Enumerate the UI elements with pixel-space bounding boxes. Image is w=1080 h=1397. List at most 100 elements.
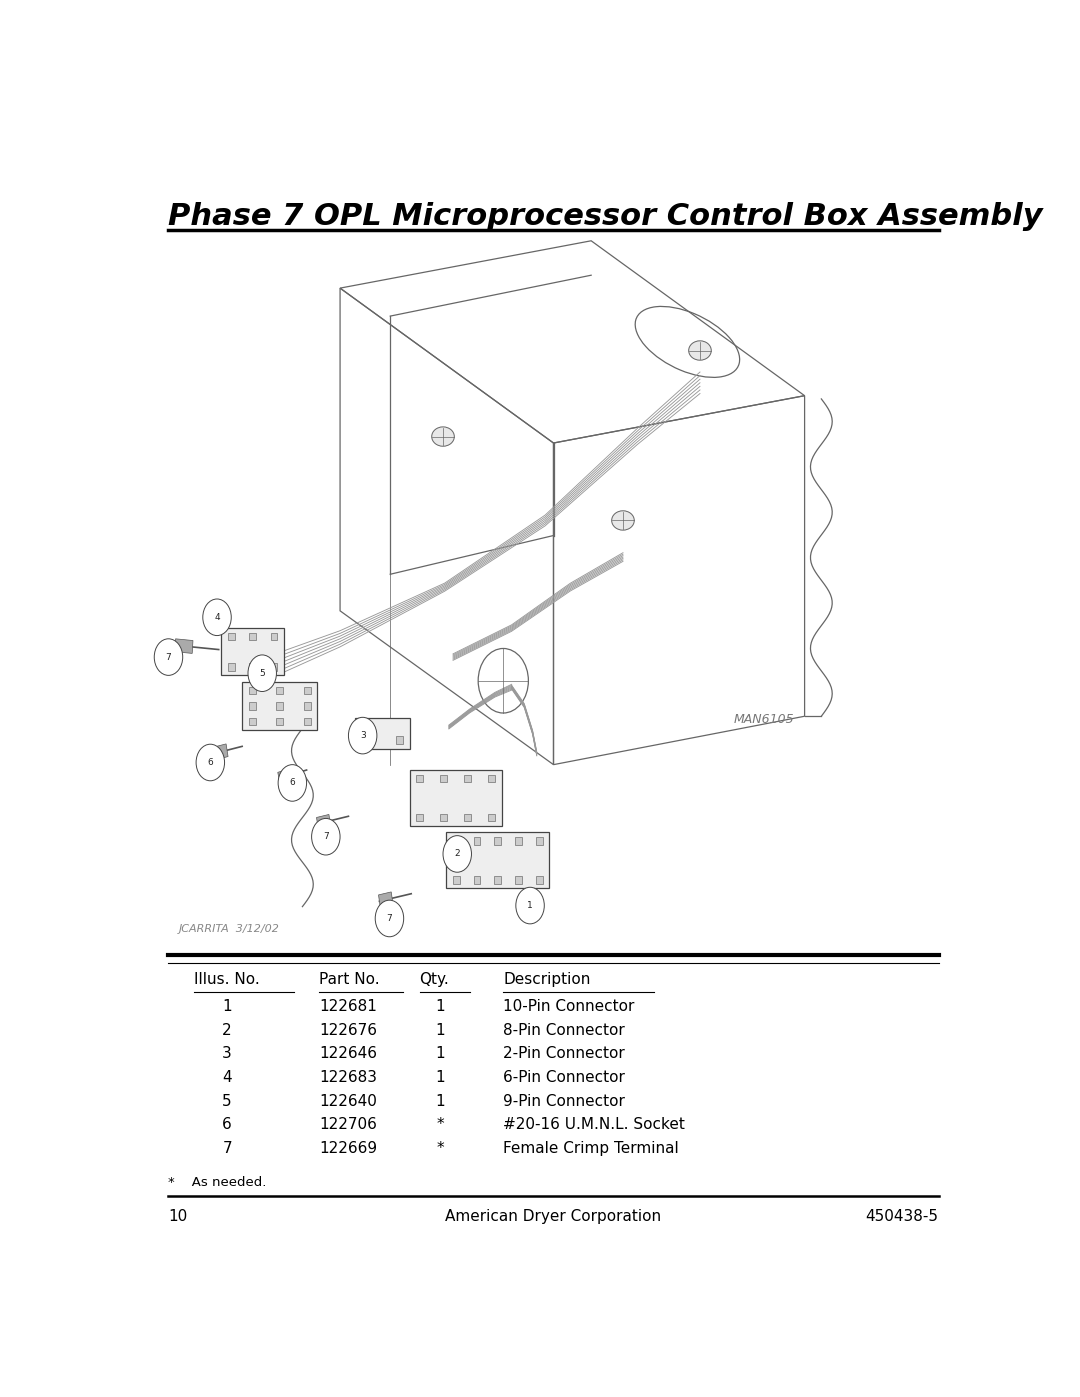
Polygon shape (441, 775, 447, 782)
Ellipse shape (611, 511, 634, 529)
Polygon shape (495, 837, 501, 845)
Polygon shape (316, 814, 330, 830)
Polygon shape (278, 768, 292, 785)
Polygon shape (416, 813, 423, 821)
Polygon shape (276, 703, 283, 710)
Polygon shape (474, 837, 481, 845)
Text: *: * (436, 1118, 444, 1133)
Text: 122706: 122706 (320, 1118, 377, 1133)
Polygon shape (271, 633, 278, 640)
Polygon shape (378, 891, 393, 908)
Polygon shape (454, 837, 460, 845)
Polygon shape (536, 837, 542, 845)
Text: 6: 6 (207, 759, 213, 767)
Text: 1: 1 (527, 901, 532, 909)
Circle shape (248, 655, 276, 692)
Text: 2: 2 (222, 1023, 232, 1038)
Text: 8-Pin Connector: 8-Pin Connector (503, 1023, 625, 1038)
Text: 10: 10 (168, 1208, 188, 1224)
Text: 9-Pin Connector: 9-Pin Connector (503, 1094, 625, 1109)
Text: Part No.: Part No. (320, 972, 380, 988)
Text: 2-Pin Connector: 2-Pin Connector (503, 1046, 625, 1062)
Circle shape (203, 599, 231, 636)
Text: 3: 3 (222, 1046, 232, 1062)
Text: *: * (436, 1141, 444, 1157)
Text: 5: 5 (222, 1094, 232, 1109)
Polygon shape (488, 775, 495, 782)
Text: 1: 1 (222, 999, 232, 1014)
Polygon shape (248, 687, 256, 694)
Polygon shape (276, 718, 283, 725)
Text: 1: 1 (435, 1070, 445, 1085)
Circle shape (279, 764, 307, 802)
Text: 7: 7 (387, 914, 392, 923)
Polygon shape (228, 633, 234, 640)
Text: 6-Pin Connector: 6-Pin Connector (503, 1070, 625, 1085)
Text: 6: 6 (289, 778, 295, 788)
Polygon shape (409, 770, 501, 826)
Text: 1: 1 (435, 1023, 445, 1038)
Polygon shape (305, 687, 311, 694)
Text: 4: 4 (214, 613, 220, 622)
Polygon shape (441, 813, 447, 821)
Polygon shape (515, 876, 522, 883)
Polygon shape (242, 682, 318, 731)
Polygon shape (216, 745, 228, 759)
Text: 2: 2 (455, 849, 460, 858)
Text: 7: 7 (323, 833, 328, 841)
Polygon shape (446, 833, 550, 888)
Text: 7: 7 (222, 1141, 232, 1157)
Polygon shape (175, 638, 193, 654)
Polygon shape (271, 664, 278, 671)
Polygon shape (464, 813, 471, 821)
Text: 1: 1 (435, 1094, 445, 1109)
Polygon shape (228, 664, 234, 671)
Text: 122676: 122676 (320, 1023, 377, 1038)
Polygon shape (396, 736, 403, 743)
Text: Female Crimp Terminal: Female Crimp Terminal (503, 1141, 679, 1157)
Polygon shape (474, 876, 481, 883)
Text: 122681: 122681 (320, 999, 377, 1014)
Polygon shape (305, 703, 311, 710)
Text: 5: 5 (259, 669, 265, 678)
Text: 1: 1 (435, 999, 445, 1014)
Text: 122669: 122669 (320, 1141, 377, 1157)
Polygon shape (515, 837, 522, 845)
Circle shape (154, 638, 183, 675)
Circle shape (516, 887, 544, 923)
Text: 122640: 122640 (320, 1094, 377, 1109)
Circle shape (443, 835, 472, 872)
Polygon shape (305, 718, 311, 725)
Text: American Dryer Corporation: American Dryer Corporation (445, 1208, 662, 1224)
Text: 122683: 122683 (320, 1070, 377, 1085)
Polygon shape (416, 775, 423, 782)
Text: MAN6105: MAN6105 (733, 712, 794, 726)
Polygon shape (495, 876, 501, 883)
Text: 10-Pin Connector: 10-Pin Connector (503, 999, 635, 1014)
Polygon shape (249, 633, 256, 640)
Polygon shape (454, 876, 460, 883)
Text: Description: Description (503, 972, 591, 988)
Polygon shape (221, 629, 284, 675)
Circle shape (375, 900, 404, 937)
Text: Illus. No.: Illus. No. (193, 972, 259, 988)
Circle shape (312, 819, 340, 855)
Text: 6: 6 (222, 1118, 232, 1133)
Polygon shape (362, 736, 368, 743)
Polygon shape (355, 718, 409, 749)
Polygon shape (248, 703, 256, 710)
Text: *    As needed.: * As needed. (168, 1175, 267, 1189)
Text: 3: 3 (360, 731, 365, 740)
Text: 450438-5: 450438-5 (865, 1208, 939, 1224)
Circle shape (197, 745, 225, 781)
Text: 7: 7 (165, 652, 172, 662)
Text: 4: 4 (222, 1070, 232, 1085)
Text: #20-16 U.M.N.L. Socket: #20-16 U.M.N.L. Socket (503, 1118, 685, 1133)
Polygon shape (488, 813, 495, 821)
Polygon shape (464, 775, 471, 782)
Text: JCARRITA  3/12/02: JCARRITA 3/12/02 (178, 925, 280, 935)
Polygon shape (248, 718, 256, 725)
Polygon shape (536, 876, 542, 883)
Text: Qty.: Qty. (420, 972, 449, 988)
Ellipse shape (432, 427, 455, 446)
